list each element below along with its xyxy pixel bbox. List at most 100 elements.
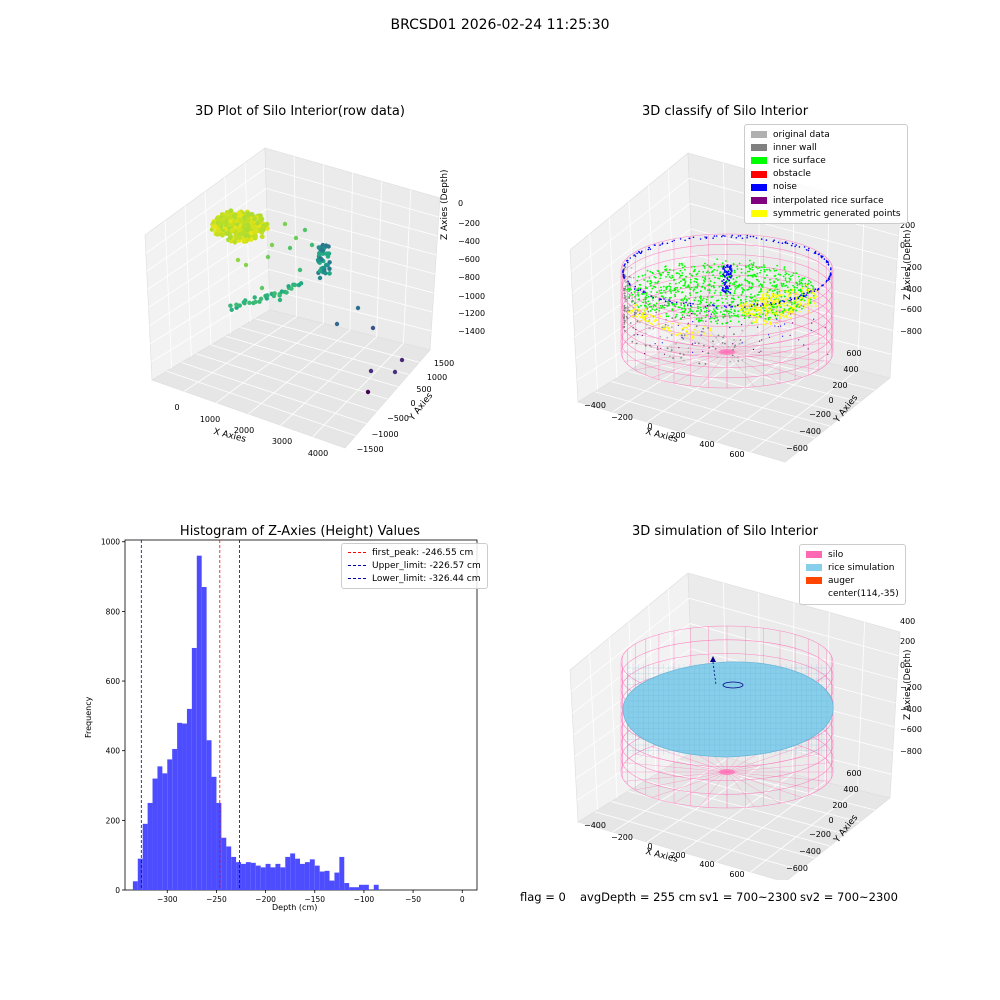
x-tick-label: 2000	[234, 426, 254, 435]
noise-point	[642, 291, 644, 293]
x-tick-label: 0	[647, 422, 652, 431]
noise-point	[671, 240, 674, 243]
rice-surface-point	[732, 297, 735, 300]
rice-surface-point	[758, 284, 761, 287]
noise-point	[727, 270, 730, 273]
noise-point	[679, 238, 682, 240]
rice-surface-point	[748, 267, 751, 269]
rice-surface-point	[676, 286, 679, 289]
inner-wall-point	[681, 334, 683, 337]
rice-surface-point	[682, 284, 685, 287]
rice-surface-point	[746, 274, 749, 277]
panel2-zlabel: Z Axies (Depth)	[903, 229, 913, 300]
x-tick-label: 600	[729, 450, 744, 459]
symmetric-point	[762, 290, 765, 293]
noise-point	[705, 237, 708, 239]
rice-surface-point	[659, 274, 662, 277]
rice-surface-point	[712, 308, 715, 310]
symmetric-point	[742, 308, 745, 311]
rice-surface-point	[683, 284, 686, 287]
histogram-bar	[186, 708, 192, 890]
symmetric-point	[670, 322, 673, 325]
rice-surface-point	[735, 315, 738, 317]
rice-surface-point	[784, 271, 787, 273]
symmetric-point	[644, 309, 647, 312]
data-point	[234, 302, 239, 307]
rice-surface-point	[711, 311, 714, 313]
noise-point	[728, 304, 731, 306]
symmetric-point	[796, 300, 799, 303]
rice-surface-point	[661, 305, 664, 308]
rice-surface-point	[772, 268, 775, 270]
rice-surface-point	[699, 303, 701, 305]
histogram-bar	[221, 837, 227, 890]
noise-point	[749, 235, 752, 238]
rice-surface-point	[732, 278, 735, 280]
data-point	[298, 281, 304, 286]
noise-point	[673, 239, 675, 242]
silo-wireframe	[726, 746, 803, 773]
noise-point	[638, 251, 641, 254]
silo-wireframe	[726, 351, 781, 384]
noise-point	[704, 236, 706, 238]
y-tick-label: 500	[416, 385, 431, 394]
rice-surface-point	[761, 266, 763, 269]
data-point	[284, 290, 289, 295]
rice-surface-point	[637, 298, 640, 301]
rice-surface-point	[678, 276, 681, 279]
noise-point	[768, 336, 771, 338]
histogram-xlabel: Depth (cm)	[272, 903, 318, 912]
grid-line	[646, 765, 761, 843]
inner-wall-point	[674, 342, 677, 345]
noise-point	[807, 249, 810, 252]
inner-wall-point	[639, 312, 641, 315]
symmetric-point	[795, 291, 797, 294]
rice-surface-point	[659, 304, 662, 307]
data-point	[279, 289, 285, 294]
noise-point	[759, 340, 761, 342]
legend-item: interpolated rice surface	[751, 194, 901, 207]
rice-surface-point	[665, 276, 667, 278]
symmetric-point	[776, 298, 779, 301]
rice-surface-point	[734, 314, 736, 317]
noise-point	[694, 342, 696, 344]
rice-surface-point	[707, 289, 709, 292]
rice-surface-point	[681, 314, 684, 316]
data-point	[237, 235, 242, 240]
rice-surface-point	[801, 277, 803, 280]
rice-surface-point	[788, 308, 791, 310]
rice-surface-point	[763, 270, 766, 273]
symmetric-point	[630, 309, 633, 312]
inner-wall-point	[624, 330, 626, 332]
rice-surface-point	[753, 299, 755, 301]
rice-surface-point	[718, 277, 721, 280]
rice-surface-point	[753, 308, 756, 311]
rice-surface-point	[681, 274, 683, 277]
noise-point	[723, 290, 726, 293]
y-tick-label: 400	[106, 747, 121, 756]
symmetric-point	[687, 332, 689, 335]
rice-surface-point	[671, 309, 674, 311]
symmetric-point	[765, 308, 768, 311]
noise-point	[644, 291, 646, 294]
grid-line	[181, 362, 367, 424]
symmetric-point	[760, 300, 763, 303]
z-tick-label: 0	[900, 241, 905, 250]
noise-point	[700, 334, 702, 336]
noise-point	[727, 273, 730, 276]
noise-point	[665, 319, 667, 321]
inner-wall-point	[623, 289, 625, 292]
rice-surface-point	[699, 290, 702, 293]
rice-surface-point	[658, 309, 661, 312]
rice-surface-point	[721, 275, 724, 278]
rice-surface-point	[783, 268, 786, 270]
inner-wall-point	[630, 267, 633, 269]
legend-item: symmetric generated points	[751, 207, 901, 220]
rice-surface-point	[652, 272, 654, 275]
rice-surface-point	[766, 274, 768, 277]
symmetric-point	[764, 294, 767, 296]
symmetric-point	[776, 311, 779, 313]
noise-point	[726, 271, 729, 274]
rice-surface-point	[644, 273, 647, 276]
symmetric-point	[778, 313, 781, 316]
